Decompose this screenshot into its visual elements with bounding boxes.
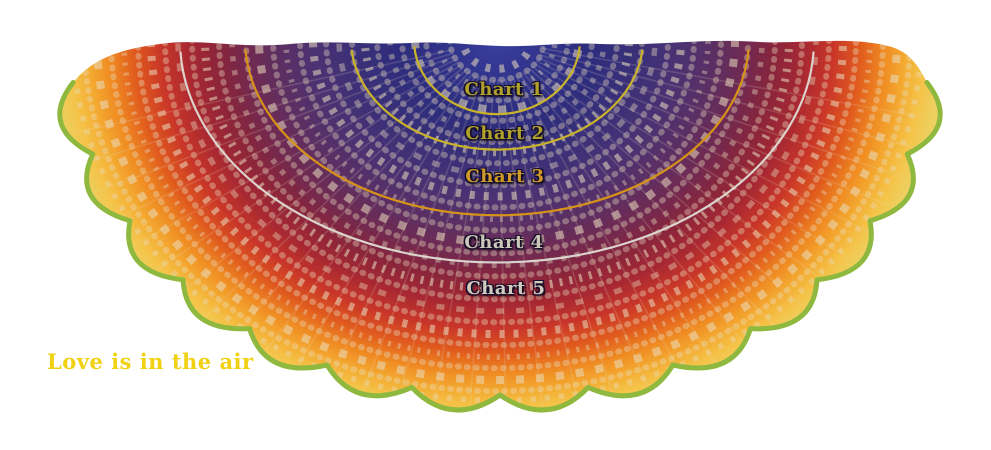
chart-4-divider-arc xyxy=(179,51,815,264)
chart-divider-arcs xyxy=(179,46,815,264)
chart-3-label: Chart 3 xyxy=(465,166,545,187)
chart-1-label: Chart 1 xyxy=(464,79,544,100)
shawl-scallop-edge xyxy=(57,80,943,413)
chart-3-divider-arc xyxy=(244,49,750,217)
chart-5-label: Chart 5 xyxy=(466,278,546,299)
chart-1-divider-arc xyxy=(413,46,581,116)
chart-2-divider-arc xyxy=(350,49,644,151)
shawl-silhouette xyxy=(59,40,941,410)
shawl-lace-texture xyxy=(70,40,924,410)
chart-4-label: Chart 4 xyxy=(464,232,544,253)
chart-2-label: Chart 2 xyxy=(465,123,545,144)
caption-text: Love is in the air xyxy=(47,349,254,374)
